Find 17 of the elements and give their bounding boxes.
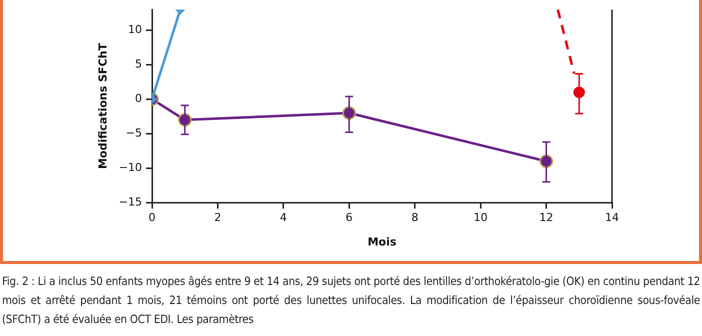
x-tick-label: 6 (346, 211, 353, 224)
x-tick-label: 14 (605, 211, 619, 224)
x-axis-title: Mois (368, 235, 397, 248)
x-tick-label: 4 (280, 211, 287, 224)
x-tick-label: 0 (148, 211, 156, 224)
x-tick-label: 10 (474, 211, 488, 224)
y-tick-label: −10 (118, 160, 142, 174)
y-tick-label: 0 (135, 92, 142, 106)
caption: Fig. 2 : Li a inclus 50 enfants myopes âgés entre 9 et 14 ans, 29 sujets ont porté des lentilles d’orthokératolo-gie (OK) en continu pendant 12 mois et arrêté pendant 1 mois, 21 témoins ont porté des lunettes unifocales. La modification de l’épaisseur choroïdienne sous-fovéale (SFChT) a été évaluée en OCT EDI. Les paramètres (2, 273, 700, 328)
x-tick-label: 12 (539, 211, 554, 224)
y-tick-label: 5 (135, 58, 142, 71)
y-tick-label: −5 (126, 126, 142, 140)
y-axis-title: Modifications SFChT (96, 42, 110, 170)
y-tick-label: 10 (128, 23, 142, 36)
x-tick-label: 8 (411, 211, 418, 224)
y-tick-label: −15 (118, 195, 142, 208)
x-tick-label: 2 (214, 211, 222, 224)
